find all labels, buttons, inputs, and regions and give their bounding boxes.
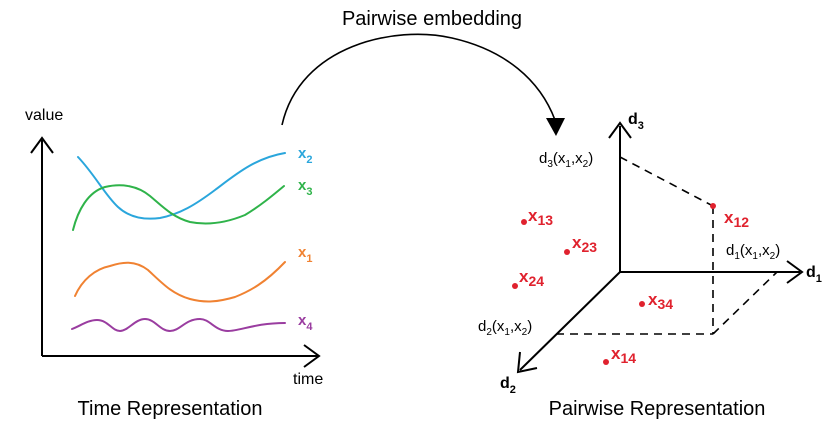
d3-axis-sub: 3 [638, 120, 644, 132]
point-x14-label: x14 [611, 344, 636, 366]
series-x3-line [72, 184, 285, 231]
series-x1-line [74, 261, 286, 303]
time-representation-panel: value time x2 x3 x1 x4 Time Representati… [25, 107, 323, 420]
pairwise-representation-panel: d3 d1 d2 d3(x1,x2) d1(x1,x2) d2(x1,x2) x… [478, 111, 822, 420]
pairwise-representation-caption: Pairwise Representation [549, 398, 766, 420]
point-x34-sub: 34 [657, 296, 673, 312]
point-x34-base: x [648, 290, 658, 309]
d2-axis-base: d [500, 375, 510, 392]
proj-d2-a: x [497, 318, 505, 335]
proj-d1-fnsub: 1 [734, 251, 740, 262]
proj-d1-fn: d [726, 242, 734, 259]
series-x4-sub: 4 [306, 321, 313, 333]
projection-d2-label: d2(x1,x2) [478, 318, 532, 338]
d2-axis [519, 271, 621, 371]
time-representation-caption: Time Representation [78, 398, 263, 420]
d2-axis-arrowhead [516, 351, 538, 374]
proj-d3-a: x [558, 150, 566, 167]
series-x4-line [71, 318, 286, 332]
d1-axis-sub: 1 [816, 273, 822, 285]
d2-axis-label: d2 [500, 375, 516, 396]
point-x12-dot [710, 203, 716, 209]
d3-axis-base: d [628, 111, 638, 128]
proj-d2-asub: 1 [504, 327, 510, 338]
projection-d1-line [712, 271, 778, 335]
d1-axis-arrowhead [786, 260, 804, 284]
point-x24-sub: 24 [528, 273, 544, 289]
series-x2-sub: 2 [306, 154, 312, 166]
d1-axis-label: d1 [806, 264, 822, 285]
point-x14-sub: 14 [620, 350, 636, 366]
point-x14-dot [603, 359, 609, 365]
point-x12-base: x [724, 208, 734, 227]
proj-d1-b: x [762, 242, 770, 259]
series-x4-base: x [298, 312, 307, 329]
point-x13-label: x13 [528, 206, 553, 228]
value-axis-label: value [25, 107, 63, 124]
proj-d1-asub: 1 [752, 251, 758, 262]
projection-d3-label: d3(x1,x2) [539, 150, 593, 170]
point-x23-base: x [572, 233, 582, 252]
embedding-arrow [281, 33, 556, 126]
point-x13-sub: 13 [537, 212, 553, 228]
point-x34-label: x34 [648, 290, 673, 312]
proj-d2-b: x [514, 318, 522, 335]
point-x24-label: x24 [519, 267, 544, 289]
point-x13-dot [521, 219, 527, 225]
proj-d3-asub: 1 [565, 159, 571, 170]
series-x3-base: x [298, 177, 307, 194]
series-x1-label: x1 [298, 244, 312, 265]
d2-axis-sub: 2 [510, 384, 516, 396]
series-x4-label: x4 [298, 312, 313, 333]
proj-d3-b: x [575, 150, 583, 167]
series-x3-sub: 3 [306, 186, 312, 198]
point-x24-dot [512, 283, 518, 289]
time-axis-arrowhead [303, 344, 321, 368]
point-x14-base: x [611, 344, 621, 363]
point-x12-label: x12 [724, 208, 749, 230]
point-x13-base: x [528, 206, 538, 225]
point-x34-dot [639, 301, 645, 307]
point-x24-base: x [519, 267, 529, 286]
point-x23-label: x23 [572, 233, 597, 255]
proj-d2-fn: d [478, 318, 486, 335]
projection-d1-label: d1(x1,x2) [726, 242, 780, 262]
proj-d2-bsub: 2 [522, 327, 528, 338]
proj-d1-a: x [745, 242, 753, 259]
proj-d3-fnsub: 3 [547, 159, 553, 170]
proj-d2-fnsub: 2 [486, 327, 492, 338]
time-axis-label: time [293, 371, 323, 388]
series-x2-line [77, 152, 286, 220]
series-x2-label: x2 [298, 145, 312, 166]
proj-d3-fn: d [539, 150, 547, 167]
d1-axis-base: d [806, 264, 816, 281]
point-x12-sub: 12 [733, 214, 749, 230]
proj-d3-bsub: 2 [583, 159, 589, 170]
series-x1-sub: 1 [306, 253, 312, 265]
proj-d1-bsub: 2 [770, 251, 776, 262]
embedding-arrowhead [546, 118, 565, 136]
point-x23-dot [564, 249, 570, 255]
diagram-title: Pairwise embedding [342, 8, 522, 30]
d3-axis-arrowhead [608, 121, 632, 139]
series-x1-base: x [298, 244, 307, 261]
projection-d3-line [619, 156, 714, 207]
value-axis-arrowhead [30, 136, 54, 154]
d3-axis-label: d3 [628, 111, 644, 132]
series-x3-label: x3 [298, 177, 312, 198]
point-x23-sub: 23 [581, 239, 597, 255]
series-x2-base: x [298, 145, 307, 162]
